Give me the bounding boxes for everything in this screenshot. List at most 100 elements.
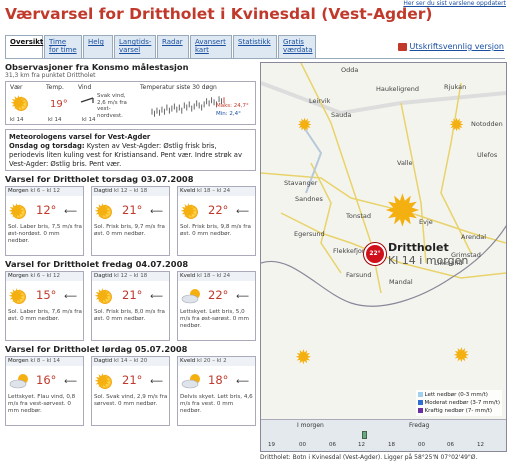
map-place: Sandnes	[295, 195, 323, 203]
card-period: Morgen	[8, 273, 29, 279]
print-label: Utskriftsvennlig versjon	[409, 42, 504, 51]
obs-time-wind: kl 14	[82, 117, 96, 123]
map-place: Farsund	[346, 271, 372, 279]
card-description: Delvis skyet. Lett bris, 4,6 m/s fra ves…	[180, 394, 253, 414]
card-hours: kl 12 – kl 18	[114, 188, 148, 194]
forecast-day-title: Varsel for Drittholet torsdag 03.07.2008	[5, 174, 194, 184]
card-hours: kl 18 – kl 24	[197, 273, 231, 279]
tab-time-for-time[interactable]: Time for time	[44, 35, 82, 59]
timeline-label: I morgen	[297, 422, 324, 429]
card-header: Kveld kl 18 – kl 24	[178, 187, 255, 196]
tab-gratis-vaerdata[interactable]: Gratis værdata	[278, 35, 316, 59]
time-slider-handle[interactable]	[362, 431, 367, 439]
card-hours: kl 8 – kl 14	[30, 358, 61, 364]
wind-arrow-icon: ⟵	[150, 207, 163, 217]
obs-maxmin: Maks: 24,7° Min: 2,4°	[216, 102, 249, 118]
card-temperature: 18°	[208, 373, 229, 387]
legend-label: Lett nedbør (0-3 mm/t)	[424, 392, 488, 398]
card-header: Morgen kl 8 – kl 14	[6, 357, 83, 366]
observation-panel: Vær Temp. Vind Temperatur siste 30 døgn …	[5, 81, 256, 125]
obs-temperature: 19°	[50, 99, 68, 110]
timeline-tick: 12	[477, 442, 484, 448]
forecast-day: Varsel for Drittholet fredag 04.07.2008 M…	[5, 259, 256, 341]
forecast-card[interactable]: Dagtid kl 12 – kl 18 21° ⟵ Sol. Frisk bris,…	[91, 186, 170, 256]
time-slider[interactable]: I morgen Fredag 19 00 06 12 18 00 06 12	[261, 419, 506, 451]
forecast-day-title: Varsel for Drittholet fredag 04.07.2008	[5, 259, 189, 269]
card-temperature: 22°	[208, 203, 229, 217]
sun-icon	[94, 283, 112, 309]
card-temperature: 22°	[208, 288, 229, 302]
forecast-card[interactable]: Kveld kl 18 – kl 24 22° ⟵ Lettskyet. Lett b…	[177, 271, 256, 341]
tab-radar[interactable]: Radar	[157, 35, 189, 59]
tab-statistikk[interactable]: Statistikk	[233, 35, 277, 59]
card-hours: kl 6 – kl 12	[30, 273, 61, 279]
print-link[interactable]: Utskriftsvennlig versjon	[397, 42, 504, 51]
card-description: Sol. Svak vind, 2,9 m/s fra sørvest. 0 m…	[94, 394, 168, 407]
card-header: Dagtid kl 12 – kl 18	[92, 187, 169, 196]
forecast-card[interactable]: Morgen kl 8 – kl 14 16° ⟵ Lettskyet. Flau v…	[5, 356, 84, 426]
cloud-sun-icon	[181, 374, 200, 389]
map-place: Evje	[419, 218, 433, 226]
tab-avansert-kart[interactable]: Avansert kart	[190, 35, 232, 59]
map-place: Rjukan	[444, 83, 467, 91]
obs-distance: 31,3 km fra punktet Drittholet	[5, 72, 96, 79]
sun-icon	[94, 368, 112, 394]
obs-wind: Svak vind, 2,6 m/s fra vest-nordvest.	[97, 93, 127, 119]
wind-arrow-icon: ⟵	[150, 292, 163, 302]
forecast-card[interactable]: Dagtid kl 14 – kl 20 21° ⟵ Sol. Svak vind, …	[91, 356, 170, 426]
legend-swatch	[417, 408, 423, 413]
forecast-card[interactable]: Dagtid kl 12 – kl 18 21° ⟵ Sol. Frisk bris,…	[91, 271, 170, 341]
location-footer: Drittholet: Botn i Kvinesdal (Vest-Agder…	[260, 454, 478, 461]
card-period: Dagtid	[94, 358, 113, 364]
tab-langtidsvarsel[interactable]: Langtids-varsel	[114, 35, 156, 59]
forecast-day: Varsel for Drittholet lørdag 05.07.2008 M…	[5, 344, 256, 426]
forecast-cards: Morgen kl 6 – kl 12 15° ⟵ Sol. Laber bris, …	[5, 271, 256, 341]
forecast-day: Varsel for Drittholet torsdag 03.07.2008…	[5, 174, 256, 256]
wind-arrow-icon: ⟵	[236, 292, 249, 302]
map-place: Notodden	[471, 120, 503, 128]
wind-arrow-icon: ⟵	[64, 292, 77, 302]
sun-icon: ✹	[295, 345, 312, 369]
card-header: Dagtid kl 12 – kl 18	[92, 272, 169, 281]
timeline-tick: 06	[329, 442, 336, 448]
wind-arrow-icon: ⟵	[236, 377, 249, 387]
card-description: Sol. Frisk bris, 9,7 m/s fra øst. 0 mm n…	[94, 224, 165, 237]
wind-arrow-icon: ⟵	[236, 207, 249, 217]
card-period: Kveld	[180, 188, 196, 194]
left-column: Observasjoner fra Konsmo målestasjon 31,…	[5, 62, 256, 426]
location-name: Drittholet	[388, 241, 449, 254]
sun-icon: ✹	[453, 343, 470, 367]
obs-header-weather: Vær	[10, 84, 23, 91]
card-description: Sol. Frisk bris, 8,0 m/s fra øst. 0 mm n…	[94, 309, 165, 322]
forecast-card[interactable]: Morgen kl 6 – kl 12 12° ⟵ Sol. Laber bris, …	[5, 186, 84, 256]
timeline-tick: 00	[418, 442, 425, 448]
legend-item: Moderat nedbør (3-7 mm/t)	[417, 399, 500, 407]
card-header: Kveld kl 20 – kl 2	[178, 357, 255, 366]
tab-oversikt[interactable]: Oversikt	[5, 35, 43, 59]
tab-divider	[5, 58, 505, 59]
wind-arrow-icon	[80, 97, 94, 103]
card-temperature: 21°	[122, 203, 143, 217]
forecast-card[interactable]: Morgen kl 6 – kl 12 15° ⟵ Sol. Laber bris, …	[5, 271, 84, 341]
card-description: Sol. Laber bris, 7,6 m/s fra øst. 0 mm n…	[8, 309, 82, 322]
card-description: Sol. Frisk bris, 9,8 m/s fra øst. 0 mm n…	[180, 224, 251, 237]
card-hours: kl 20 – kl 2	[197, 358, 227, 364]
tab-helg[interactable]: Helg	[83, 35, 113, 59]
timeline-label: Fredag	[409, 422, 430, 429]
forecast-card[interactable]: Kveld kl 18 – kl 24 22° ⟵ Sol. Frisk bris, …	[177, 186, 256, 256]
obs-time-temp: kl 14	[48, 117, 62, 123]
sun-icon	[10, 90, 28, 116]
top-link[interactable]: Her ser du sist varslene oppdatert	[403, 0, 506, 7]
card-temperature: 16°	[36, 373, 57, 387]
card-temperature: 12°	[36, 203, 57, 217]
location-marker[interactable]: 22°	[364, 243, 386, 265]
card-period: Dagtid	[94, 188, 113, 194]
forecast-card[interactable]: Kveld kl 20 – kl 2 18° ⟵ Delvis skyet. Lett…	[177, 356, 256, 426]
forecast-cards: Morgen kl 8 – kl 14 16° ⟵ Lettskyet. Flau v…	[5, 356, 256, 426]
map-place: Egersund	[294, 230, 325, 238]
forecast-map[interactable]: Odda Rjukan Leirvik Haukeligrend Sauda N…	[260, 62, 507, 452]
map-place: Flekkefjord	[333, 247, 369, 255]
wind-arrow-icon: ⟵	[150, 377, 163, 387]
sun-icon	[8, 198, 26, 224]
legend-item: Kraftig nedbør (7- mm/t)	[417, 407, 501, 415]
